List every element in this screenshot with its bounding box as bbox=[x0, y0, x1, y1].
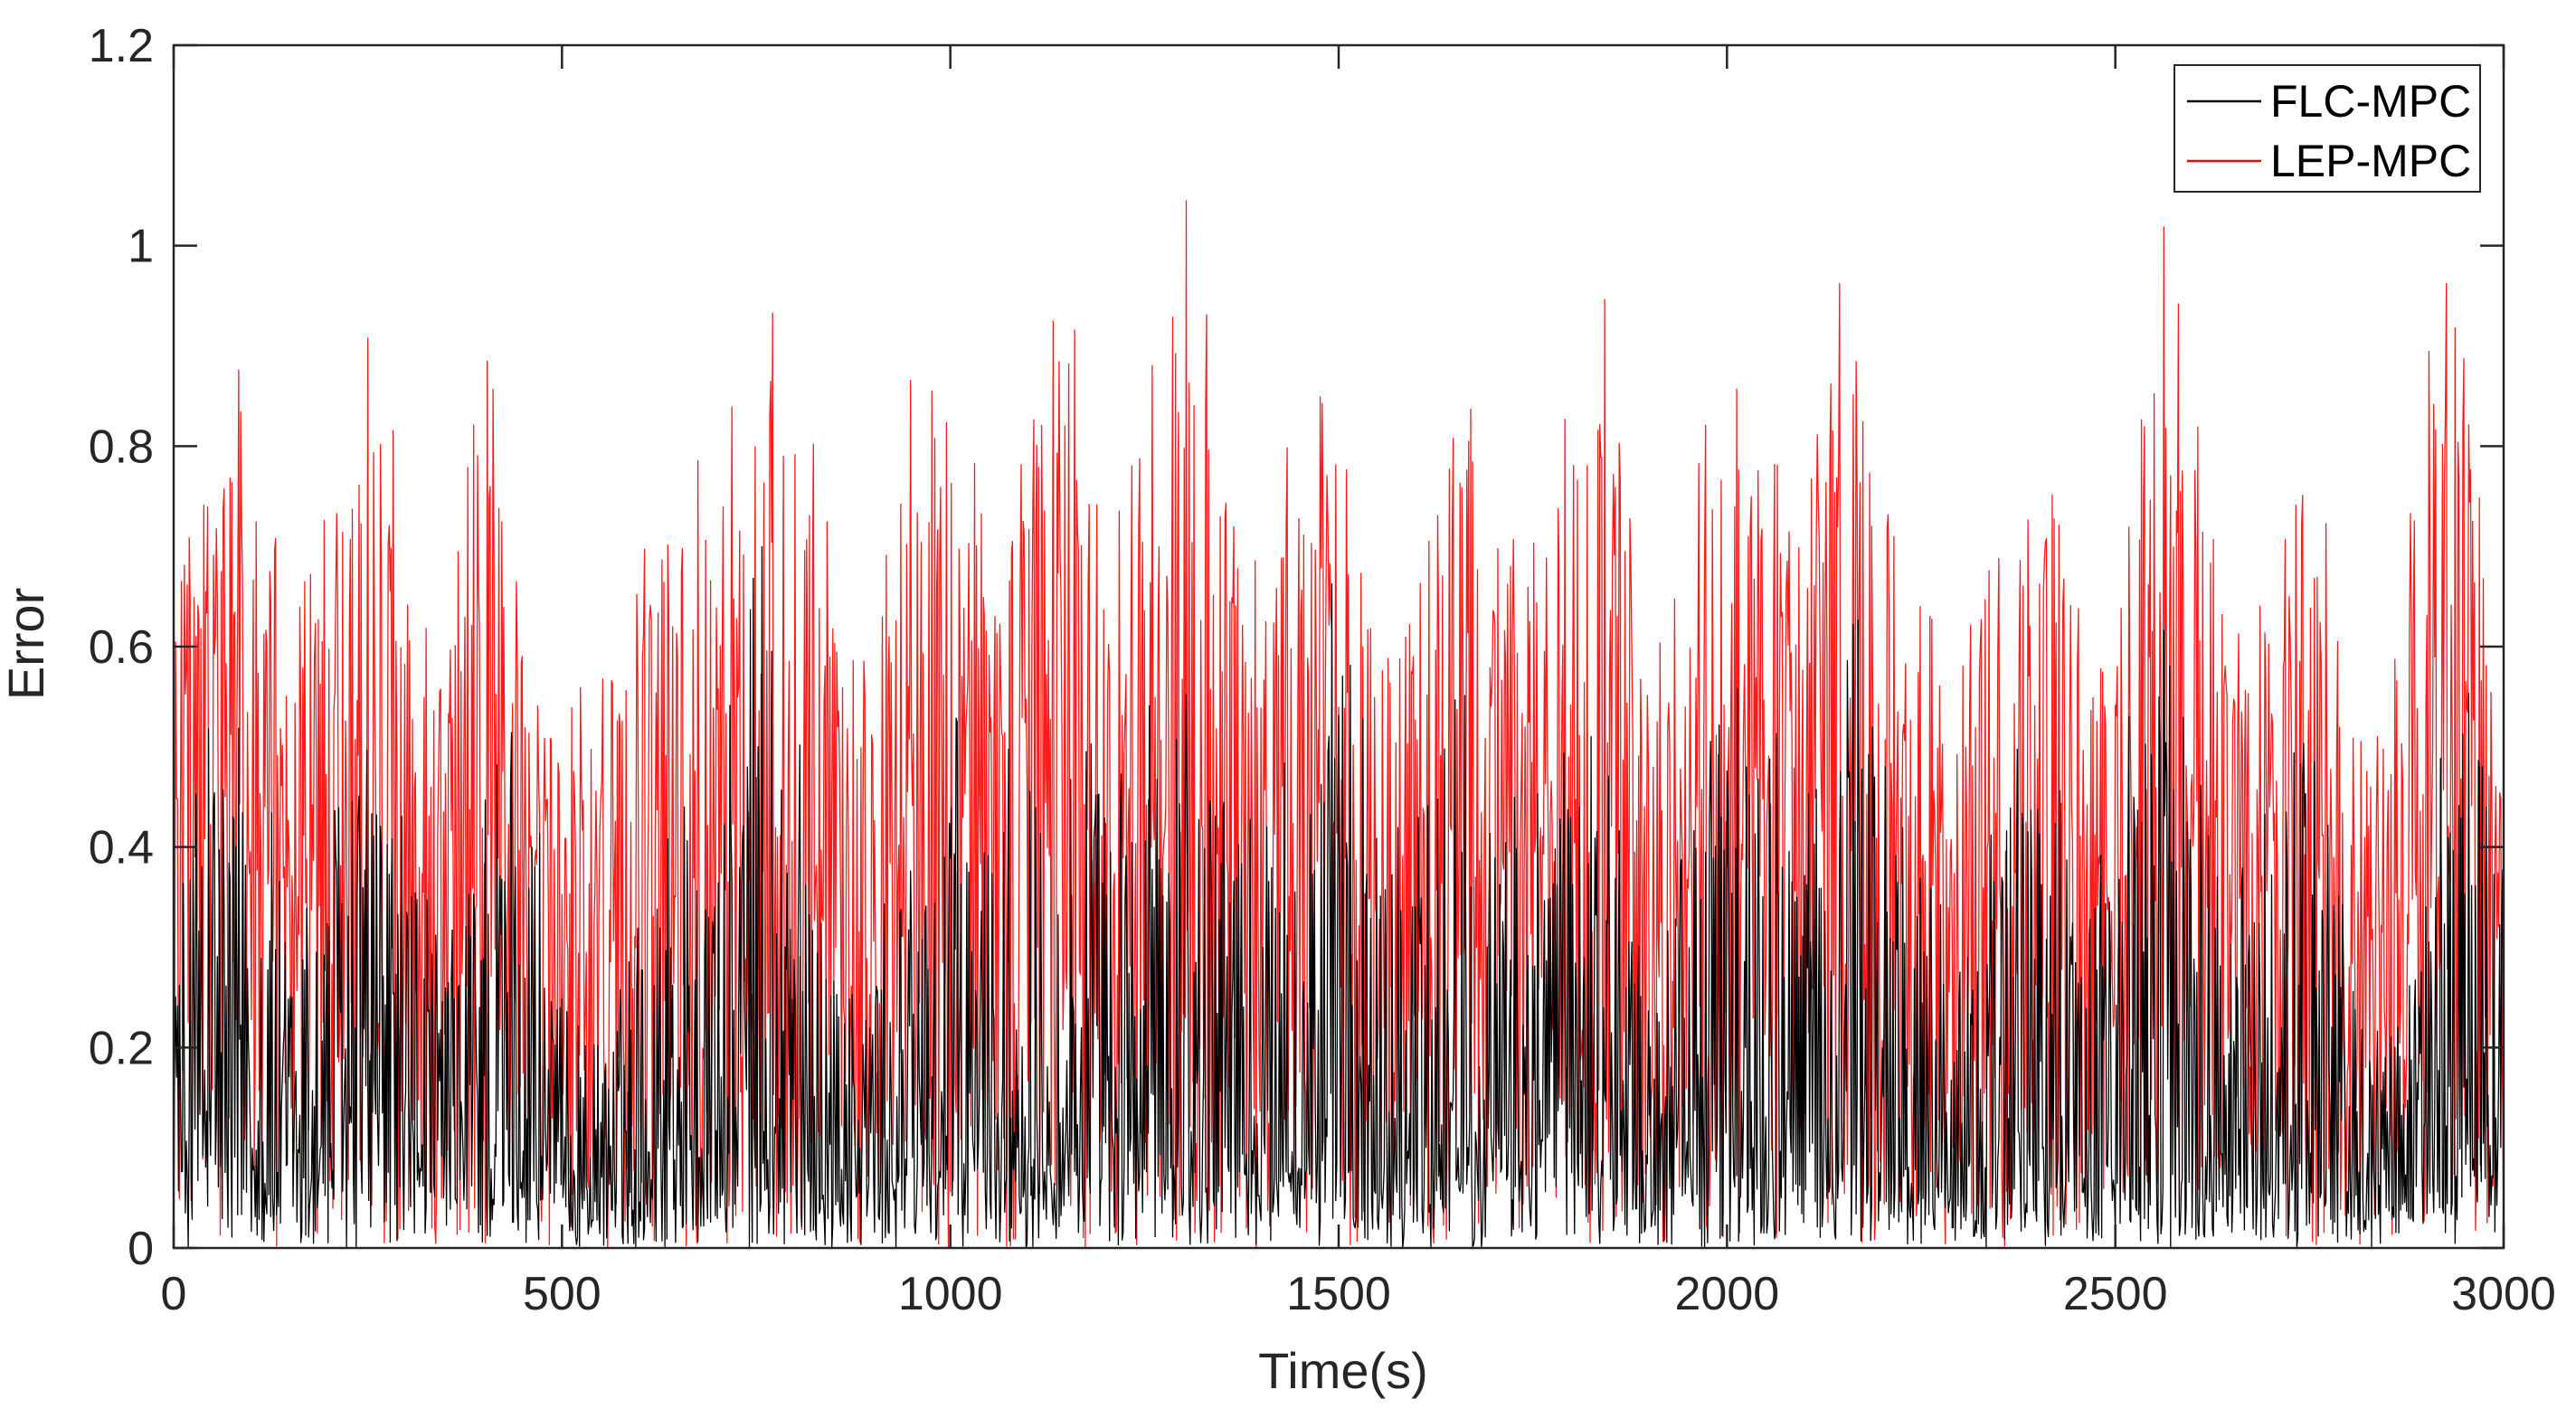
x-tick-label: 2000 bbox=[1674, 1268, 1779, 1320]
legend: FLC-MPC LEP-MPC bbox=[2174, 64, 2481, 193]
y-tick-label: 0.6 bbox=[89, 621, 154, 674]
y-tick-label: 1.2 bbox=[89, 20, 154, 72]
series-line-lep-mpc bbox=[173, 200, 2505, 1249]
y-tick-label: 0.4 bbox=[89, 822, 154, 874]
plot-ticks: 0 500 1000 1500 2000 2500 3000 0 0.2 0.4 0.6 0.8 1 1.… bbox=[89, 20, 2556, 1320]
y-tick-label: 1 bbox=[128, 221, 154, 273]
y-tick-label: 0 bbox=[128, 1223, 154, 1275]
x-tick-label: 2500 bbox=[2063, 1268, 2168, 1320]
x-tick-label: 1000 bbox=[898, 1268, 1003, 1320]
y-tick-label: 0.2 bbox=[89, 1022, 154, 1074]
x-tick-label: 0 bbox=[161, 1268, 187, 1320]
y-axis-label: Error bbox=[0, 588, 54, 700]
x-tick-label: 1500 bbox=[1286, 1268, 1391, 1320]
y-tick-label: 0.8 bbox=[89, 421, 154, 473]
legend-box bbox=[2174, 64, 2481, 193]
legend-label-lep-mpc: LEP-MPC bbox=[2270, 136, 2471, 186]
legend-label-flc-mpc: FLC-MPC bbox=[2270, 76, 2471, 127]
x-tick-label: 3000 bbox=[2451, 1268, 2556, 1320]
x-tick-label: 500 bbox=[523, 1268, 601, 1320]
x-axis-label: Time(s) bbox=[1258, 1342, 1428, 1399]
